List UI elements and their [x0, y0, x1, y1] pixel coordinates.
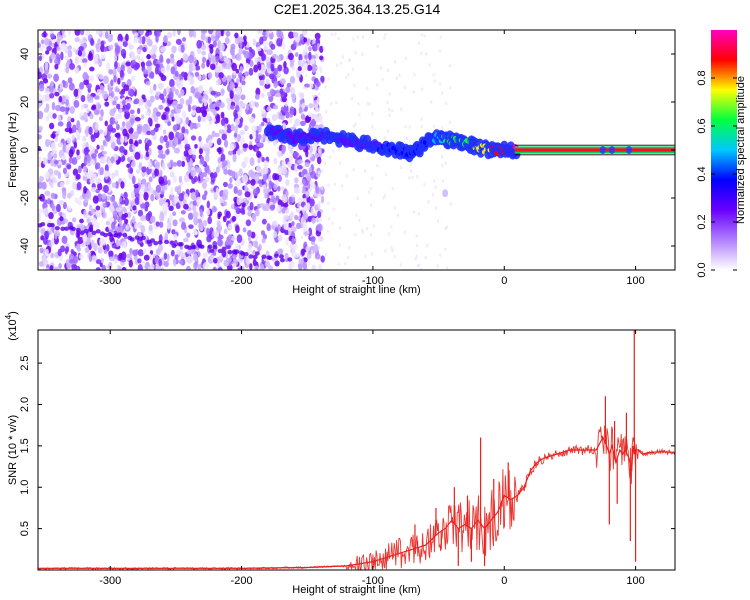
y-tick-label: 20: [19, 96, 31, 108]
noise-streak: [207, 244, 213, 249]
noise-streak: [261, 254, 267, 259]
x-tick-label: 0: [501, 275, 507, 287]
noise-streak: [267, 255, 273, 261]
snr-plot: -300 -200 -100 0 100 0.5 1.0 1.5 2.0 2.5 Height of…: [4, 311, 676, 596]
y-axis-label: SNR (10 * v/v): [7, 415, 19, 485]
snr-line: [38, 436, 675, 569]
colorbar-gradient: [711, 30, 737, 270]
noise-streak: [91, 230, 97, 235]
colorbar-tick-label: 0.2: [696, 214, 708, 229]
noise-streak: [273, 253, 279, 258]
y-multiplier-text: (x104): [4, 311, 19, 341]
noise-streak: [212, 245, 218, 250]
x-tick-label: -100: [362, 275, 384, 287]
noise-streak: [178, 242, 184, 247]
noise-streak: [186, 245, 192, 250]
noise-streak: [227, 249, 233, 255]
noise-streak: [75, 227, 81, 233]
noise-streak: [107, 232, 113, 237]
noise-streak: [102, 232, 108, 238]
colorbar-tick-label: 0.8: [696, 70, 708, 85]
y-tick-label: 40: [19, 48, 31, 60]
x-tick-label: -100: [362, 575, 384, 587]
noise-streak: [191, 244, 197, 250]
noise-streak: [49, 222, 55, 228]
snr-frame: [37, 329, 676, 571]
y-tick-label: 2.0: [19, 397, 31, 412]
x-tick-label: -200: [231, 275, 253, 287]
y-tick-label: 0: [19, 147, 31, 153]
colorbar: 0.0 0.2 0.4 0.6 0.8 Normalized spectral ampli…: [696, 30, 747, 278]
snr-noise: [38, 425, 675, 570]
y-tick-label: 2.5: [19, 355, 31, 370]
y-tick-label: -20: [19, 190, 31, 206]
noise-streak: [279, 257, 285, 263]
noise-streak: [164, 239, 170, 245]
noise-streak: [79, 230, 85, 235]
noise-streak: [95, 229, 101, 234]
figure-title: C2E1.2025.364.13.25.G14: [274, 1, 441, 17]
noise-streak: [254, 251, 260, 256]
x-tick-label: -300: [99, 575, 121, 587]
x-tick-label: 100: [626, 275, 644, 287]
noise-streak: [129, 237, 135, 242]
x-tick-label: 100: [626, 575, 644, 587]
carrier-line: [514, 148, 675, 152]
noise-streak: [83, 228, 89, 234]
colorbar-tick-label: 0.6: [696, 118, 708, 133]
noise-streak: [40, 221, 46, 227]
x-tick-label: -300: [99, 275, 121, 287]
noise-streak: [209, 248, 215, 254]
x-tick-label: 0: [501, 575, 507, 587]
x-axis-label: Height of straight line (km): [292, 584, 420, 596]
noise-streak: [252, 254, 258, 260]
y-multiplier: (x104): [4, 311, 19, 341]
noise-streak: [122, 232, 128, 238]
noise-streak: [153, 240, 159, 246]
noise-streak: [217, 248, 223, 254]
noise-streak: [54, 225, 60, 231]
noise-streak: [60, 226, 66, 232]
noise-streak: [171, 243, 177, 248]
x-axis-label: Height of straight line (km): [292, 284, 420, 296]
colorbar-tick-label: 0.4: [696, 166, 708, 181]
colorbar-tick-label: 0.0: [696, 262, 708, 277]
y-tick-label: 1.5: [19, 438, 31, 453]
x-tick-label: -200: [231, 575, 253, 587]
noise-streak: [234, 249, 240, 254]
y-axis-label: Frequency (Hz): [7, 112, 19, 188]
y-tick-label: 0.5: [19, 521, 31, 536]
noise-streak: [117, 232, 123, 237]
snr-series: [38, 330, 675, 570]
noise-streak: [140, 235, 146, 241]
noise-streak: [113, 233, 119, 238]
noise-streak: [221, 246, 227, 251]
colorbar-label: Normalized spectral amplitude: [735, 76, 747, 224]
noise-streak: [70, 226, 76, 232]
noise-streak: [88, 227, 94, 233]
noise-streak: [248, 254, 254, 259]
y-tick-label: -40: [19, 238, 31, 254]
noise-streak: [157, 240, 163, 245]
noise-streak: [64, 226, 70, 231]
noise-streak: [199, 244, 205, 249]
spectrogram-cells: [38, 30, 675, 270]
y-tick-label: 1.0: [19, 480, 31, 495]
noise-streak: [278, 254, 284, 259]
noise-streak: [287, 257, 293, 262]
noise-streak: [243, 251, 249, 257]
noise-streak: [150, 238, 156, 243]
